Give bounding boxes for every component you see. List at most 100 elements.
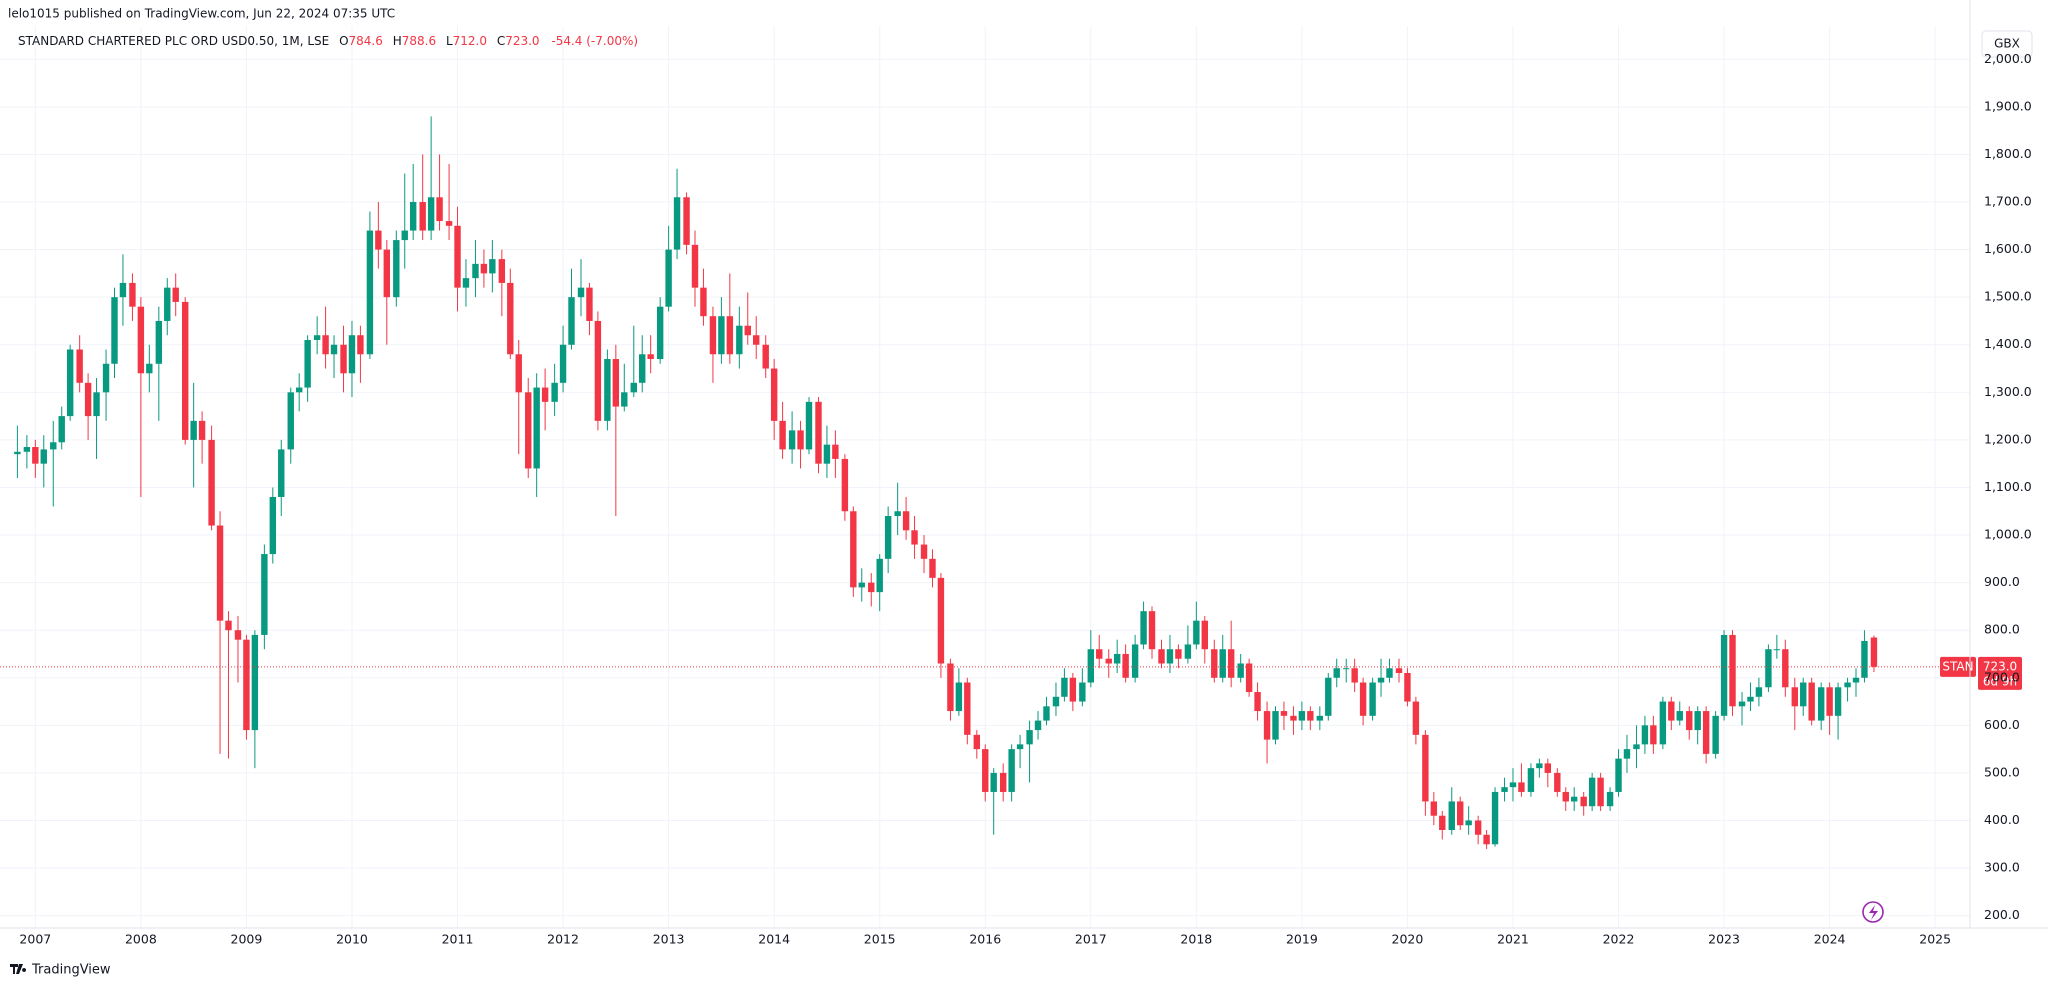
x-tick-label: 2012 [547, 932, 579, 947]
candle-body [1633, 744, 1640, 750]
candle-body [1227, 649, 1235, 678]
candle-body [947, 663, 954, 712]
currency-button[interactable] [1981, 30, 2033, 58]
candle-body [225, 620, 232, 631]
candle-body [1422, 734, 1429, 802]
candle-body [525, 392, 532, 469]
y-tick-label: 1,100.0 [1984, 479, 2032, 494]
candle-body [1113, 653, 1121, 664]
candle-body [1844, 682, 1851, 688]
currency[interactable]: GBX [1994, 37, 2020, 51]
candle-body [1518, 782, 1525, 792]
candle-body [1686, 711, 1693, 731]
candle-body [762, 344, 769, 369]
publisher: lelo1015 published on TradingView.com, J… [8, 7, 395, 21]
candle-body [691, 244, 699, 288]
legend-key: O [339, 34, 348, 48]
candle-body [375, 230, 382, 250]
candle-body [1870, 637, 1878, 667]
candle-body [841, 458, 849, 512]
candle-body [1755, 687, 1763, 697]
candle-body [1043, 706, 1050, 721]
candle-body [462, 278, 470, 288]
candle-body [1615, 758, 1622, 792]
candle-body [330, 344, 338, 355]
candle-body [551, 382, 558, 402]
candle-body [1782, 649, 1789, 688]
y-tick-label: 1,000.0 [1984, 527, 2032, 542]
candle-body [198, 420, 206, 440]
candle-body [50, 442, 57, 450]
candle-body [507, 282, 514, 355]
price-tag-countdown: 6d 9h [1983, 674, 2017, 688]
candle-body [84, 382, 92, 417]
candle-body [1166, 649, 1174, 664]
overlay: STAN 723.06d 9h [0, 656, 2022, 690]
candle-body [1343, 668, 1350, 670]
candle-body [1712, 715, 1719, 754]
candle-body [348, 335, 356, 374]
candle-body [964, 682, 971, 735]
x-tick-label: 2014 [758, 932, 790, 947]
candle-body [559, 344, 567, 383]
candle-body [498, 259, 506, 283]
candle-body [577, 287, 585, 298]
candle-body [1474, 820, 1482, 835]
y-tick-label: 600.0 [1984, 717, 2020, 732]
candle-body [1131, 644, 1139, 678]
candle-body [1026, 730, 1033, 745]
candle-body [1087, 649, 1094, 683]
candle-body [1738, 701, 1746, 707]
ticker-tag-text: STAN [1942, 659, 1973, 673]
candle-body [726, 316, 734, 355]
candle-body [216, 525, 224, 621]
candle-body [129, 282, 136, 307]
candle-body [40, 449, 47, 464]
candle-body [1386, 668, 1393, 678]
candle-body [1747, 696, 1754, 702]
candle-body [1052, 696, 1060, 707]
candle-body [393, 240, 400, 298]
candle-body [805, 401, 813, 450]
candle-body [243, 639, 250, 731]
candle-body [647, 354, 654, 360]
candle-body [1562, 791, 1569, 802]
candle-body [1641, 725, 1649, 745]
candle-body [973, 734, 981, 750]
x-tick-label: 2008 [125, 932, 157, 947]
candle-body [1817, 687, 1825, 721]
candle-body [1509, 782, 1517, 788]
candle-body [1307, 711, 1314, 721]
alert-icon[interactable] [1862, 901, 1884, 923]
candle-body [1861, 640, 1868, 678]
candle-body [102, 363, 110, 393]
candle-body [1536, 763, 1543, 769]
x-tick-label: 2023 [1708, 932, 1740, 947]
candle-body [278, 449, 285, 497]
candle-body [1219, 649, 1226, 678]
candle-body [515, 354, 522, 393]
candle-body [823, 444, 831, 464]
candle-body [937, 577, 945, 664]
candle-body [736, 325, 743, 355]
candle-body [1527, 768, 1535, 792]
candle-body [427, 197, 435, 231]
candle-body [1316, 715, 1324, 721]
candle-body [1588, 777, 1596, 807]
legend-value: 788.6 [402, 34, 436, 48]
candle-body [1008, 749, 1015, 792]
legend-key: C [497, 34, 505, 48]
candle-body [1272, 711, 1279, 740]
candle-body [1448, 801, 1455, 830]
candle-body [1676, 711, 1683, 721]
x-tick-label: 2010 [336, 932, 368, 947]
legend-symbol: STANDARD CHARTERED PLC ORD USD0.50, 1M, … [18, 34, 329, 48]
candle-body [744, 325, 751, 336]
candle-body [1034, 720, 1042, 731]
candle-body [541, 387, 549, 402]
candle-body [868, 582, 875, 593]
candle-body [1290, 715, 1297, 721]
candle-body [445, 221, 453, 226]
grid [0, 26, 1970, 928]
